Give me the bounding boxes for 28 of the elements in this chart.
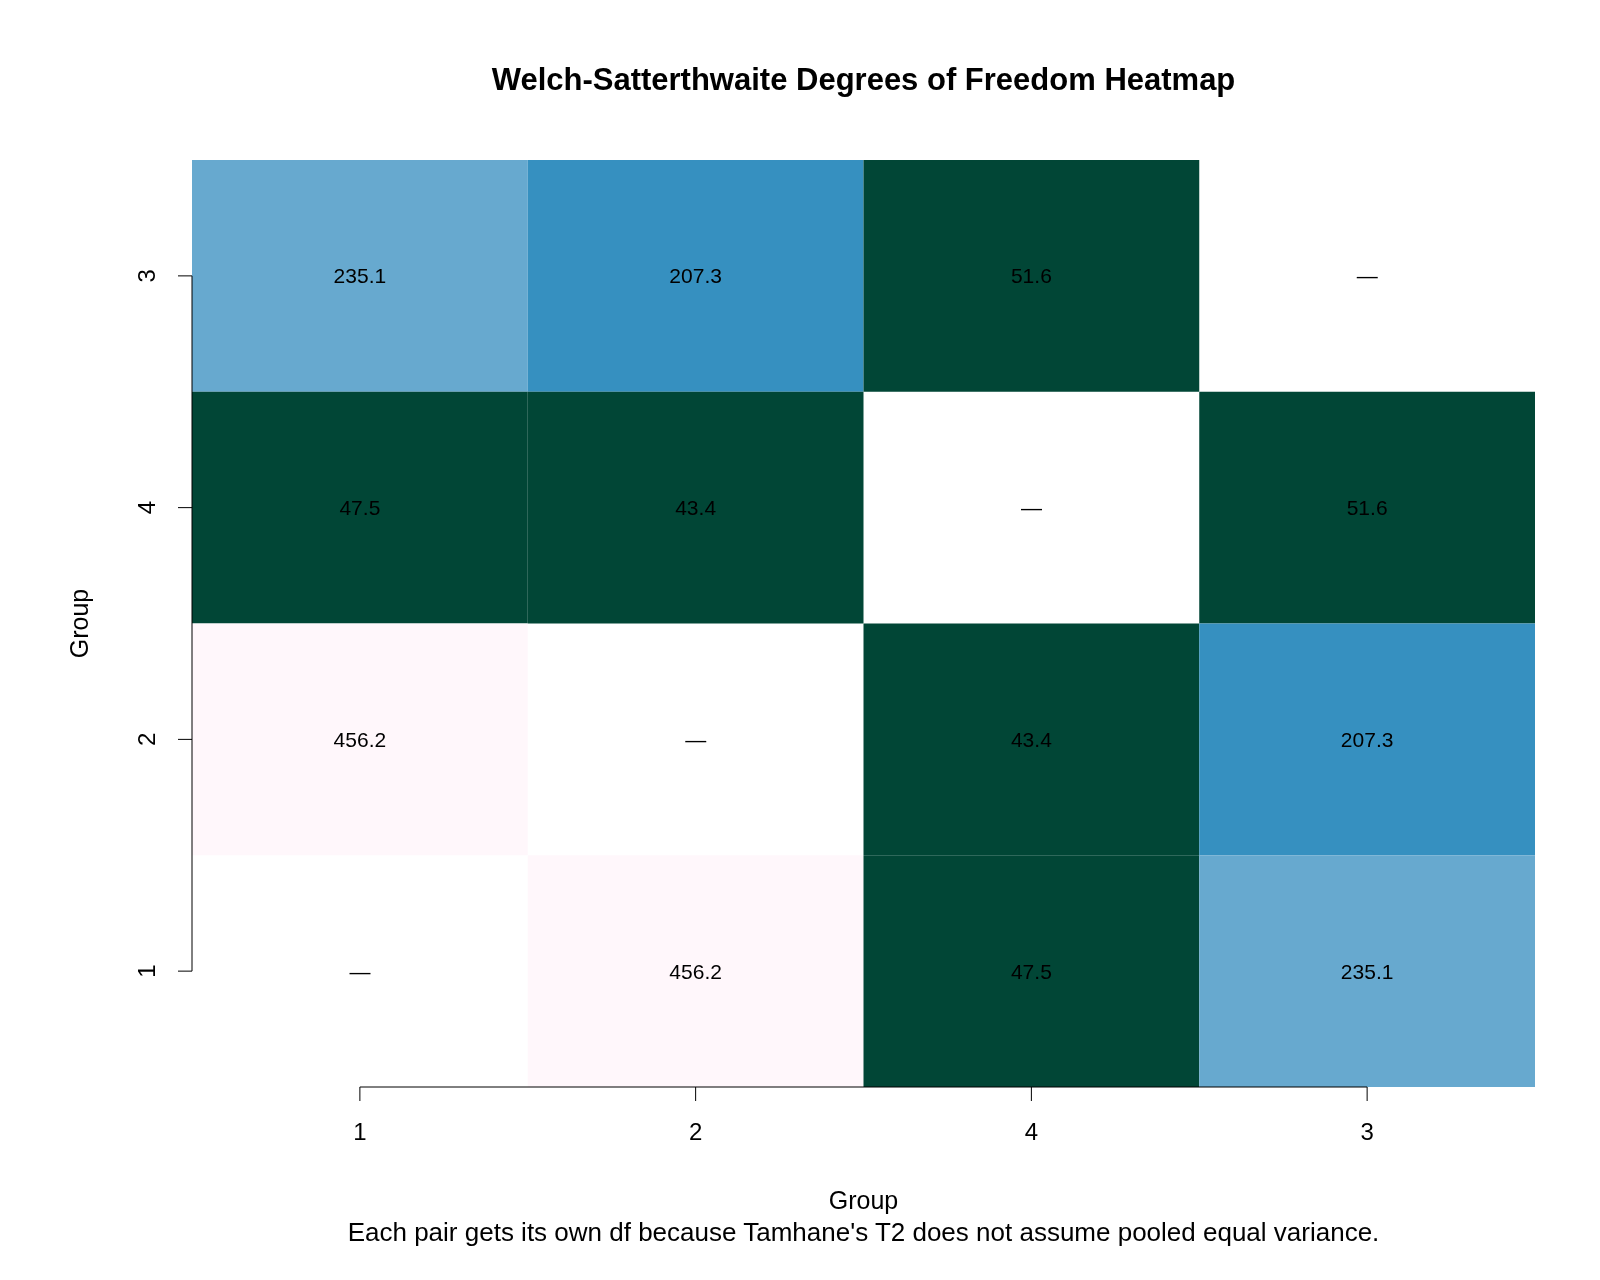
text: — [1020,496,1042,520]
data-label: 456.2 [669,959,722,983]
x-tick-label: 3 [1360,1118,1374,1145]
chart-title: Welch-Satterthwaite Degrees of Freedom Heatmap [491,62,1236,97]
data-label: 47.5 [339,496,381,520]
data-label: 207.3 [669,264,722,288]
data-label: 51.6 [1346,496,1388,520]
data-label: 456.2 [333,727,387,751]
x-tick-label: 2 [688,1118,703,1145]
data-label: 235.1 [333,264,387,288]
x-tick-label: 4 [1024,1118,1039,1145]
y-axis-title: Group [65,588,93,659]
data-label: 207.3 [1340,727,1394,751]
text: — [349,959,371,983]
y-tick-label: 3 [132,269,160,283]
data-label: 47.5 [1010,959,1052,983]
y-tick-label: 4 [132,500,160,515]
data-label: 235.1 [1340,959,1394,983]
data-label: 51.6 [1010,264,1052,288]
x-tick-label: 1 [353,1118,367,1145]
text: Each pair gets its own df because Tamhane's T2 does not assume pooled equal variance. [347,1217,1380,1247]
x-axis-title: Group [828,1186,899,1214]
y-tick-label: 2 [132,732,160,747]
y-tick-label: 1 [132,964,160,978]
data-label: 43.4 [675,496,717,520]
text: — [685,727,707,751]
text: — [1356,264,1378,288]
data-label: 43.4 [1010,727,1053,751]
